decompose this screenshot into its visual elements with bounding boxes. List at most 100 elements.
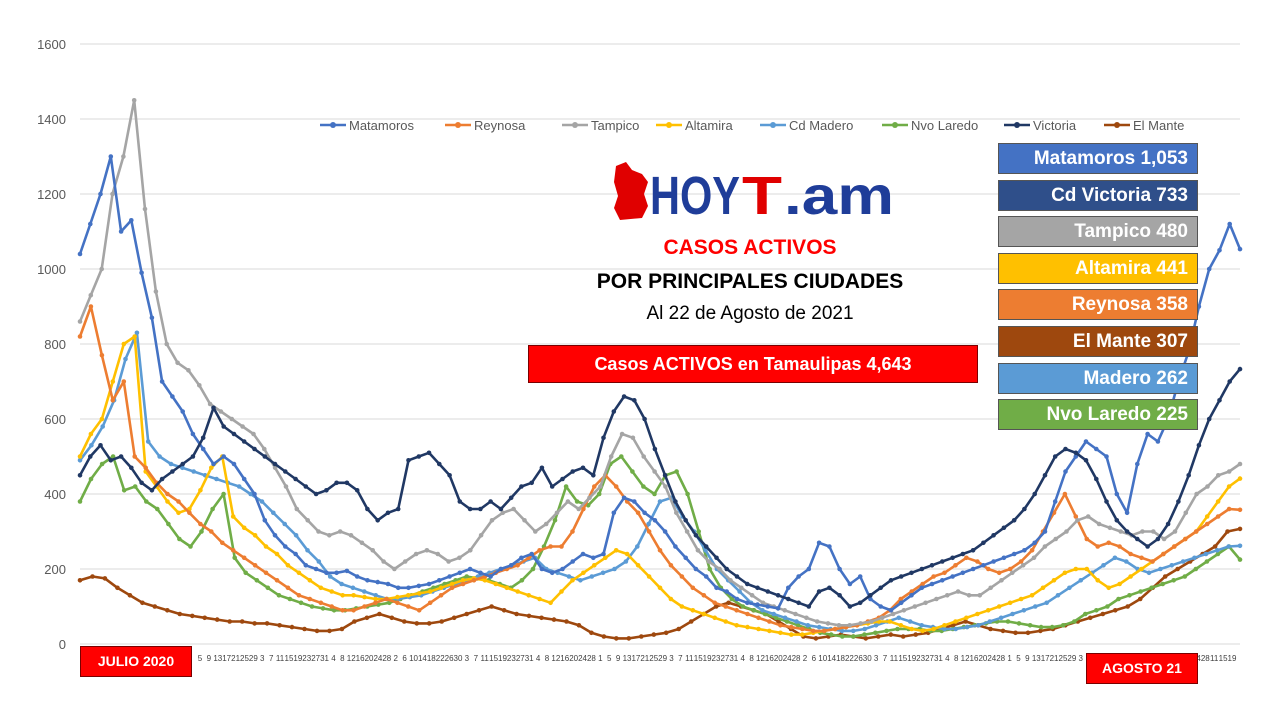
x-tick-label: 10 [818, 654, 827, 663]
data-point [999, 578, 1004, 583]
data-point [314, 628, 320, 634]
data-point [493, 581, 499, 587]
data-point [539, 615, 544, 621]
data-point [337, 529, 343, 534]
data-point [851, 634, 856, 639]
data-point [274, 551, 280, 557]
x-tick-label: 3 [669, 654, 674, 663]
data-point [1206, 416, 1212, 422]
data-point [359, 540, 365, 546]
data-point [170, 469, 175, 474]
data-point [837, 566, 842, 572]
city-box: Madero 262 [998, 362, 1198, 394]
data-point [468, 548, 473, 553]
data-point [795, 623, 801, 628]
data-point [283, 544, 288, 549]
data-point [1138, 589, 1143, 594]
data-point [365, 506, 370, 512]
x-tick-label: 12 [347, 654, 356, 663]
y-tick-label: 0 [59, 637, 66, 652]
x-tick-label: 17 [1041, 654, 1050, 663]
data-point [771, 611, 776, 617]
data-point [339, 626, 345, 632]
data-point [406, 593, 411, 598]
data-point [601, 551, 606, 557]
data-point [77, 334, 83, 339]
data-point [1118, 529, 1123, 534]
data-point [159, 379, 165, 384]
data-point [755, 602, 760, 607]
data-point [920, 628, 925, 634]
data-point [734, 623, 739, 628]
data-point [1169, 563, 1175, 568]
title-ciudades: POR PRINCIPALES CIUDADES [596, 270, 904, 293]
data-point [504, 585, 510, 591]
data-point [825, 621, 831, 626]
data-point [626, 636, 632, 641]
data-point [953, 626, 958, 632]
data-point [537, 548, 542, 553]
data-point [707, 566, 712, 572]
y-tick-label: 400 [44, 487, 66, 502]
data-point [131, 98, 137, 103]
data-point [1128, 551, 1133, 557]
data-point [706, 559, 712, 564]
series-line [78, 455, 1241, 638]
data-point [632, 398, 637, 403]
data-point [1217, 248, 1222, 253]
data-point [683, 555, 688, 561]
data-point [717, 566, 722, 572]
x-tick-label: 12 [756, 654, 765, 663]
data-point [832, 626, 838, 632]
data-point [220, 540, 225, 546]
data-point [884, 628, 889, 634]
data-point [847, 604, 853, 609]
data-point [960, 551, 966, 557]
data-point [1215, 548, 1220, 553]
x-tick-label: 1 [598, 654, 603, 663]
city-box: El Mante 307 [998, 326, 1198, 357]
data-point [149, 488, 155, 493]
legend-item: Victoria [1004, 118, 1077, 133]
data-point [1083, 439, 1089, 444]
data-point [663, 484, 668, 489]
data-point [1237, 476, 1243, 481]
x-tick-label: 28 [382, 654, 391, 663]
data-point [703, 548, 708, 553]
data-point [1114, 491, 1120, 497]
data-point [714, 555, 719, 561]
data-point [449, 581, 455, 587]
data-point [1117, 544, 1122, 549]
data-point [375, 518, 381, 523]
data-point [467, 566, 473, 572]
data-point [767, 628, 772, 634]
data-point [942, 570, 947, 576]
data-point [263, 570, 269, 576]
data-point [564, 619, 569, 624]
data-point [900, 634, 906, 639]
data-point [1011, 551, 1017, 557]
data-point [1127, 593, 1132, 598]
data-point [570, 559, 575, 564]
data-point [642, 416, 647, 422]
data-point [786, 596, 791, 602]
data-point [227, 619, 232, 624]
x-tick-label: 16 [560, 654, 569, 663]
data-point [165, 491, 170, 497]
data-point [1064, 529, 1069, 534]
data-point [274, 578, 280, 583]
legend-label: Victoria [1033, 118, 1077, 133]
data-point [940, 559, 945, 564]
data-point [724, 566, 729, 572]
data-point [334, 480, 339, 486]
x-tick-label: 27 [925, 654, 934, 663]
x-tick-label: 2 [393, 654, 398, 663]
x-tick-label: 4 [331, 654, 336, 663]
data-point [236, 484, 242, 489]
data-point [739, 585, 744, 591]
data-point [221, 454, 226, 459]
data-point [760, 600, 766, 606]
data-point [302, 626, 307, 632]
x-tick-label: 7 [678, 654, 683, 663]
data-point [775, 593, 781, 598]
